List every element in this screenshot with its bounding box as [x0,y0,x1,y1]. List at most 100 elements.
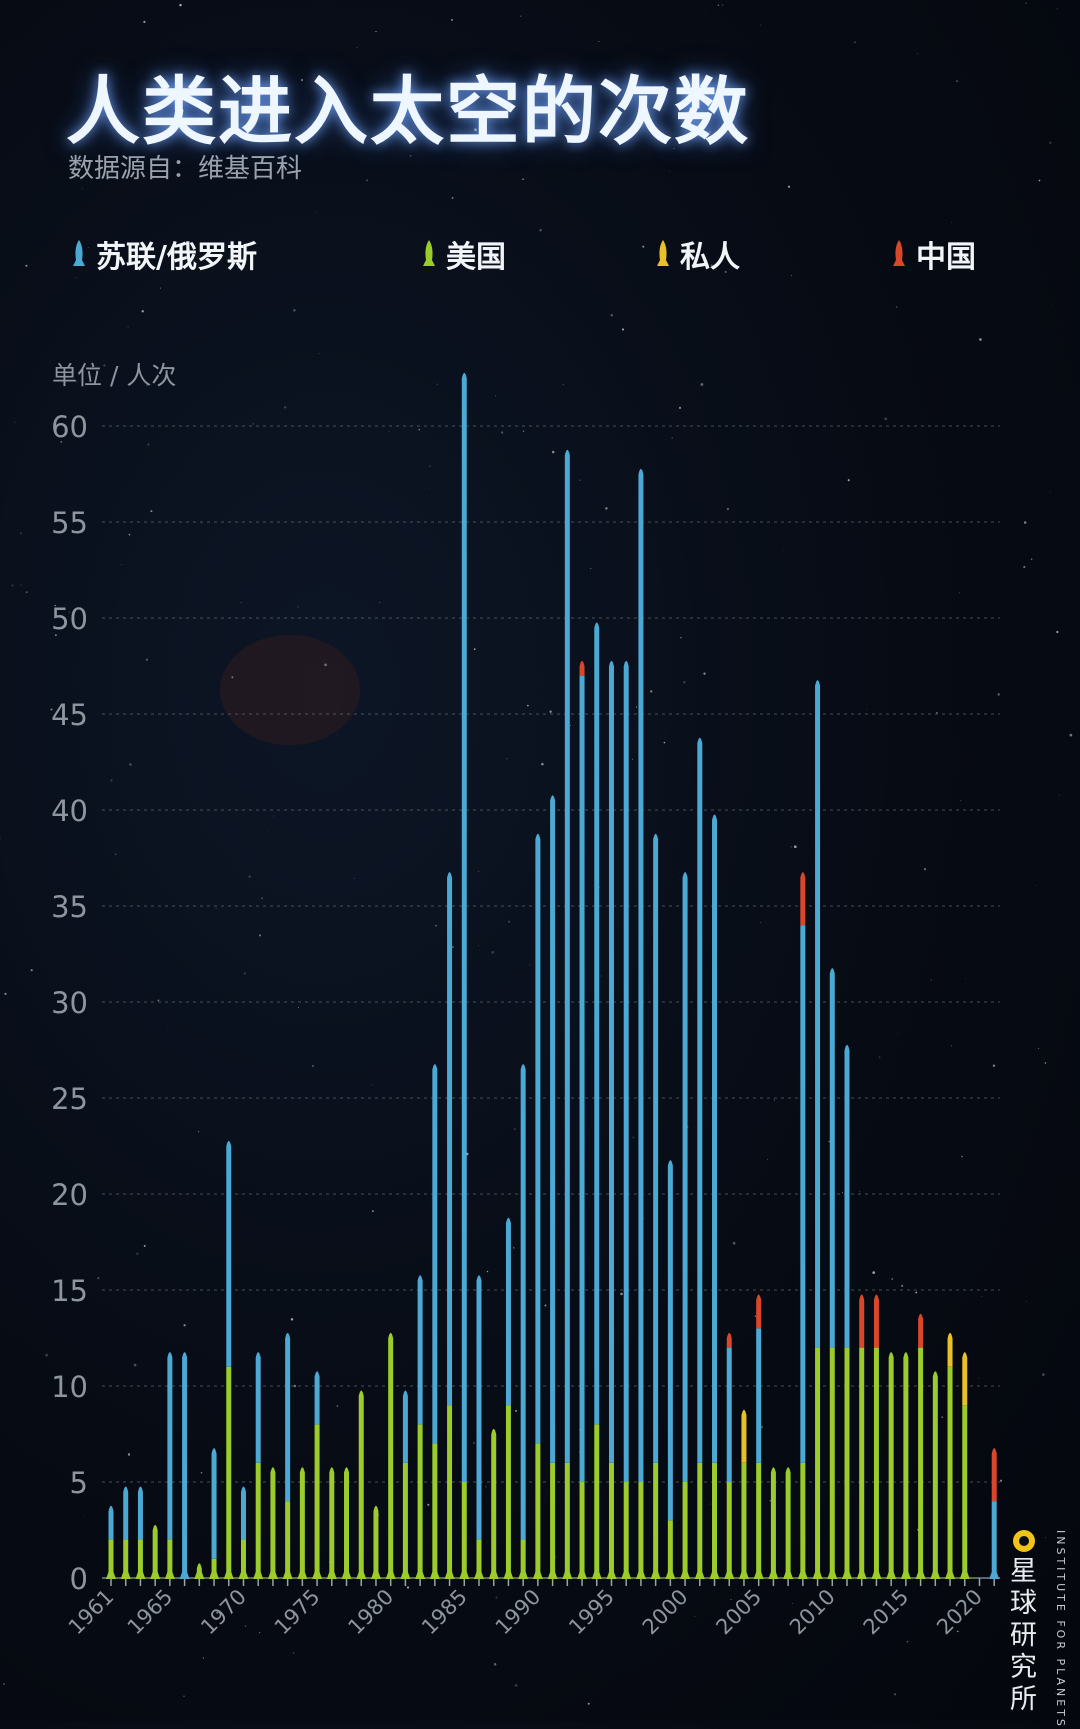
bar-segment [756,1294,762,1329]
star [87,247,89,249]
star [495,1596,498,1599]
star [1069,733,1073,737]
rocket-fin [194,1572,205,1579]
bar-segment [285,1332,291,1502]
rocket-fin [209,1572,220,1579]
star [259,1632,261,1634]
rocket-fin [415,1572,426,1579]
star [847,479,850,482]
star [451,946,454,949]
bar-segment [270,1467,276,1578]
bar-segment [314,1371,320,1425]
bar-segment [447,872,453,1406]
star [790,275,792,277]
rocket-fin [783,1572,794,1579]
rocket-fin [856,1572,867,1579]
rocket-icon [73,240,85,266]
bar-segment [417,1424,423,1578]
star [767,1159,768,1161]
star [54,604,56,607]
bar-segment [756,1462,762,1578]
rocket-fin [253,1572,264,1579]
star [726,507,730,511]
rocket-fin [297,1572,308,1579]
star [20,584,22,586]
star [923,868,927,871]
star [128,533,131,536]
bar-segment [800,872,806,926]
y-tick-label: 35 [51,890,88,924]
bar-segment [623,1482,629,1578]
star [621,328,625,331]
star [183,1695,185,1697]
star [549,710,552,713]
rocket-fin [400,1572,411,1579]
rocket-icon [423,240,435,266]
star [828,1140,831,1143]
star [569,1622,571,1624]
bar-segment [299,1467,305,1578]
bar-segment [682,872,688,1482]
star [1025,1300,1027,1302]
star [200,1471,203,1474]
y-tick-label: 25 [51,1082,88,1116]
star [167,1029,169,1030]
bar-segment [108,1539,114,1578]
y-tick-label: 0 [70,1562,88,1596]
star [680,637,682,639]
bar-segment [741,1409,747,1463]
star [683,680,686,684]
star [30,969,33,972]
rocket-fin [871,1572,882,1579]
star [136,1252,139,1255]
star [147,443,150,446]
star [681,250,685,254]
bar-segment [579,675,585,1482]
star [981,1295,983,1297]
x-tick-label: 2015 [859,1585,914,1640]
star [700,383,704,386]
star [1052,305,1054,307]
star [671,437,673,439]
bar-segment [255,1352,261,1463]
star [318,353,320,354]
star [198,1131,200,1133]
x-axis-labels: 1961 1965 1970 1975 1980 1985 1990 1995 2000 2005… [64,1585,987,1640]
star [133,1363,137,1367]
star [76,381,78,383]
planet-logo-icon [1013,1530,1035,1552]
rocket-fin [474,1572,484,1579]
chart-bars [106,372,1000,1586]
star [141,310,144,313]
bar-segment [461,372,467,1482]
star [215,907,217,909]
bar-segment [476,1539,482,1578]
star [68,611,70,613]
bar-segment [726,1347,732,1482]
star [356,46,358,48]
star [979,338,982,341]
nebula-glow [220,635,360,745]
bar-segment [388,1332,394,1578]
rocket-fin [150,1572,161,1579]
star [240,602,242,604]
star [312,1065,314,1067]
star [451,196,454,199]
star [181,64,183,65]
star [179,3,182,7]
star [722,4,724,6]
star [114,853,117,856]
bar-segment [123,1539,129,1578]
star [541,762,544,766]
star [183,1324,186,1327]
star [522,178,524,181]
bar-segment [947,1332,953,1367]
star [474,128,477,132]
bar-segment [240,1486,246,1540]
rocket-fin [532,1572,543,1579]
star [895,306,898,308]
y-tick-label: 10 [51,1370,88,1404]
star [620,1292,623,1296]
star [366,179,369,182]
